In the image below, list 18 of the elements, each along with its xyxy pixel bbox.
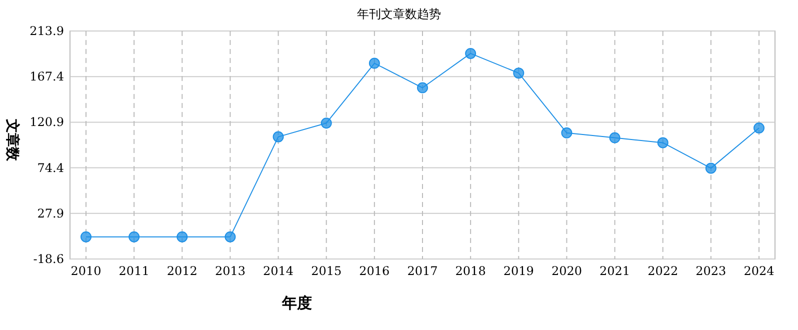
point [754,122,764,134]
point [368,58,380,69]
y-axis-title: 文章数 [4,118,21,162]
point [513,68,524,79]
x-axis-title: 年度 [281,294,312,312]
point [465,48,476,59]
point [609,132,620,144]
point [705,162,716,174]
point [657,137,668,148]
point [80,231,92,242]
point [561,127,572,138]
chart-title: 年刊文章数趋势 [357,7,441,21]
point [320,118,332,129]
point [417,82,428,94]
point [272,131,284,142]
point [176,231,188,242]
point [224,231,236,242]
point [128,231,140,242]
